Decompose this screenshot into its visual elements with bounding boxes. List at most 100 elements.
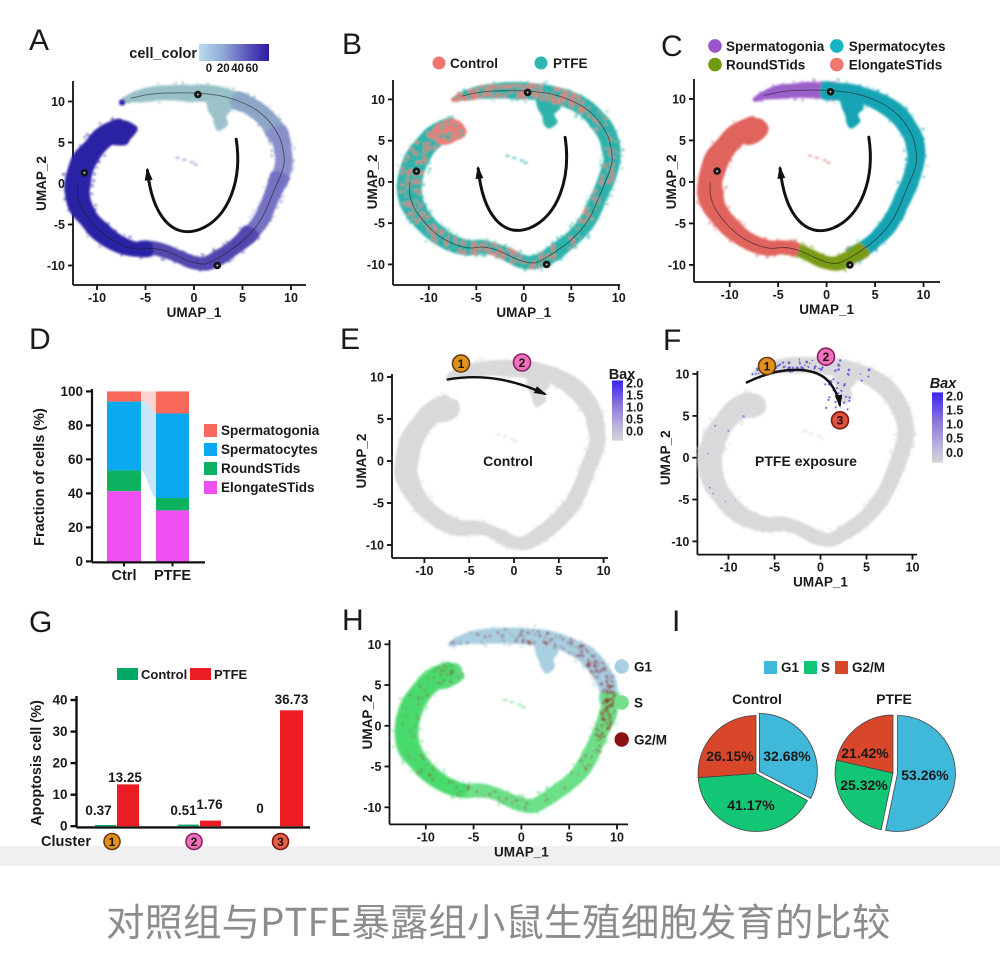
svg-text:-10: -10 (415, 564, 433, 578)
svg-text:5: 5 (377, 413, 384, 427)
svg-text:G2/M: G2/M (852, 660, 885, 675)
svg-text:G: G (29, 606, 52, 639)
svg-text:5: 5 (872, 288, 879, 302)
svg-text:cell_color: cell_color (129, 46, 197, 62)
svg-text:-5: -5 (374, 217, 385, 231)
svg-text:0: 0 (206, 63, 212, 75)
svg-text:0: 0 (518, 830, 525, 844)
svg-text:A: A (29, 24, 49, 57)
svg-text:-10: -10 (719, 561, 737, 575)
svg-text:F: F (663, 324, 681, 357)
svg-text:10: 10 (371, 93, 385, 107)
svg-text:0: 0 (58, 177, 65, 191)
svg-text:5: 5 (58, 136, 65, 150)
svg-text:G1: G1 (781, 660, 800, 675)
svg-text:40: 40 (52, 693, 67, 708)
svg-text:0: 0 (823, 288, 830, 302)
svg-text:-5: -5 (769, 561, 780, 575)
svg-text:2.0: 2.0 (626, 377, 643, 391)
svg-text:2: 2 (191, 835, 198, 849)
svg-text:Control: Control (450, 56, 498, 71)
svg-text:Control: Control (732, 691, 782, 707)
svg-text:PTFE: PTFE (876, 691, 912, 707)
svg-text:S: S (634, 696, 643, 711)
svg-text:-5: -5 (773, 288, 784, 302)
svg-text:40: 40 (231, 63, 244, 75)
svg-text:1.76: 1.76 (196, 797, 223, 812)
svg-text:-5: -5 (675, 217, 686, 231)
svg-text:-10: -10 (366, 539, 384, 553)
svg-text:1: 1 (764, 359, 771, 373)
svg-text:36.73: 36.73 (275, 692, 309, 707)
svg-text:Control: Control (141, 667, 187, 682)
svg-text:5: 5 (555, 564, 562, 578)
svg-text:1.0: 1.0 (946, 418, 963, 432)
svg-text:C: C (661, 30, 683, 63)
svg-text:2: 2 (519, 356, 526, 370)
svg-text:3: 3 (837, 414, 844, 428)
svg-text:UMAP_1: UMAP_1 (494, 844, 549, 859)
svg-text:Spermatocytes: Spermatocytes (849, 39, 946, 54)
svg-text:Bax: Bax (930, 376, 958, 392)
svg-text:1.5: 1.5 (626, 389, 643, 403)
svg-text:5: 5 (568, 291, 575, 305)
svg-text:PTFE: PTFE (214, 667, 248, 682)
svg-text:2: 2 (823, 350, 830, 364)
svg-text:Ctrl: Ctrl (112, 568, 137, 584)
svg-text:-10: -10 (363, 801, 381, 815)
svg-text:Fraction of cells (%): Fraction of cells (%) (32, 408, 48, 546)
svg-text:0: 0 (679, 175, 686, 189)
svg-text:41.17%: 41.17% (727, 797, 775, 813)
svg-text:0.5: 0.5 (626, 413, 643, 427)
svg-text:UMAP_1: UMAP_1 (793, 575, 848, 590)
svg-text:26.15%: 26.15% (706, 748, 754, 764)
svg-text:-5: -5 (464, 564, 475, 578)
svg-text:10: 10 (368, 638, 382, 652)
svg-text:10: 10 (917, 288, 931, 302)
svg-text:-10: -10 (367, 258, 385, 272)
svg-text:G2/M: G2/M (634, 733, 667, 748)
svg-text:10: 10 (672, 92, 686, 106)
svg-text:10: 10 (612, 291, 626, 305)
svg-text:Spermatogonia: Spermatogonia (221, 423, 320, 438)
svg-text:0: 0 (377, 455, 384, 469)
svg-text:5: 5 (682, 409, 689, 423)
svg-text:-10: -10 (47, 259, 65, 273)
svg-text:53.26%: 53.26% (901, 767, 949, 783)
svg-text:0.5: 0.5 (946, 432, 963, 446)
svg-text:D: D (29, 323, 51, 356)
svg-text:40: 40 (68, 486, 83, 501)
svg-text:5: 5 (679, 134, 686, 148)
svg-text:80: 80 (68, 418, 83, 433)
svg-text:0: 0 (256, 801, 264, 816)
svg-text:10: 10 (597, 564, 611, 578)
svg-text:0: 0 (378, 175, 385, 189)
svg-text:10: 10 (284, 291, 298, 305)
svg-text:UMAP_2: UMAP_2 (360, 695, 375, 750)
svg-text:H: H (342, 604, 364, 637)
svg-text:2.0: 2.0 (946, 389, 963, 403)
svg-text:20: 20 (217, 63, 230, 75)
svg-text:1.5: 1.5 (946, 404, 963, 418)
svg-text:20: 20 (52, 756, 67, 771)
svg-text:13.25: 13.25 (108, 770, 142, 785)
svg-text:-5: -5 (373, 497, 384, 511)
svg-text:5: 5 (239, 291, 246, 305)
svg-text:25.32%: 25.32% (840, 777, 888, 793)
svg-text:UMAP_1: UMAP_1 (799, 302, 854, 317)
svg-text:-10: -10 (671, 535, 689, 549)
svg-text:PTFE: PTFE (154, 568, 191, 584)
svg-text:60: 60 (246, 63, 259, 75)
svg-text:PTFE: PTFE (553, 56, 588, 71)
svg-text:5: 5 (566, 830, 573, 844)
svg-text:RoundSTids: RoundSTids (221, 461, 300, 476)
svg-text:21.42%: 21.42% (841, 745, 889, 761)
svg-text:PTFE exposure: PTFE exposure (755, 453, 857, 469)
svg-text:-5: -5 (468, 830, 479, 844)
svg-text:-5: -5 (370, 760, 381, 774)
svg-text:Apoptosis cell (%): Apoptosis cell (%) (29, 700, 45, 826)
svg-text:UMAP_2: UMAP_2 (354, 434, 369, 489)
svg-text:Spermatogonia: Spermatogonia (726, 39, 825, 54)
svg-text:60: 60 (68, 452, 83, 467)
svg-text:30: 30 (52, 724, 67, 739)
